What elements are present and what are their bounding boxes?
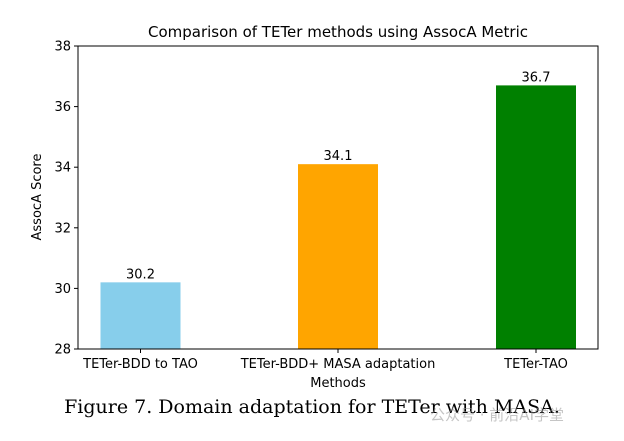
watermark: 公众号 · 前沿AI学堂: [430, 406, 564, 424]
bar-value-label: 36.7: [522, 70, 551, 85]
plot-area: 30.2 34.1 36.7 28 30 32 34 36 38 TETer-BDD to TAO…: [54, 40, 599, 372]
chart-title: Comparison of TETer methods using AssocA…: [148, 23, 528, 41]
y-axis-title: AssocA Score: [30, 154, 45, 241]
figure-caption: Figure 7. Domain adaptation for TETer wi…: [64, 396, 560, 418]
x-tick-label: TETer-BDD to TAO: [82, 357, 198, 372]
bar: [298, 164, 378, 349]
bar-value-label: 30.2: [126, 267, 155, 282]
bar-value-label: 34.1: [324, 149, 353, 164]
y-tick-label: 32: [54, 221, 71, 236]
y-tick-label: 34: [54, 161, 71, 176]
bar: [100, 282, 181, 349]
bar: [496, 85, 576, 349]
y-tick-label: 38: [54, 40, 71, 55]
y-tick-label: 36: [54, 100, 71, 115]
x-tick-label: TETer-TAO: [503, 357, 568, 372]
x-tick-label: TETer-BDD+ MASA adaptation: [240, 357, 436, 372]
x-axis-title: Methods: [310, 376, 366, 391]
y-tick-label: 30: [54, 282, 71, 297]
y-tick-label: 28: [54, 343, 71, 358]
bar-chart: Comparison of TETer methods using AssocA…: [30, 23, 599, 391]
